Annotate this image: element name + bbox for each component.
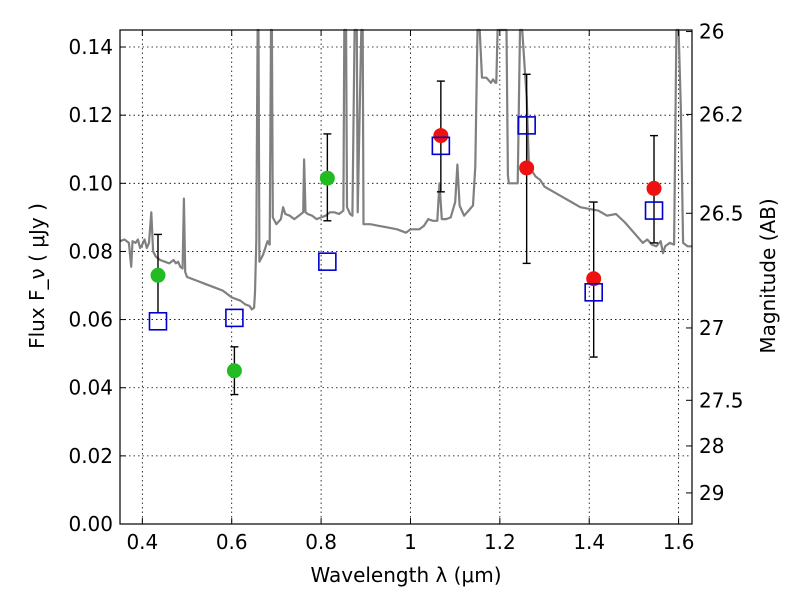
y-tick-label-6: 0.12 xyxy=(68,103,113,127)
y-tick-label-4: 0.08 xyxy=(68,239,113,263)
y-tick-label-1: 0.02 xyxy=(68,444,113,468)
point-square-2-1 xyxy=(225,308,244,328)
right-tick-label-5: 28 xyxy=(699,434,724,458)
data-markers xyxy=(148,116,664,379)
x-axis-label: Wavelength λ (μm) xyxy=(310,563,501,587)
x-tick-label-1: 0.6 xyxy=(216,530,248,554)
point-square-2-3 xyxy=(431,136,451,156)
x-tick-label-3: 1 xyxy=(404,530,417,554)
grid xyxy=(120,30,692,524)
point-circle-1-2 xyxy=(586,271,602,287)
x-tick-label-6: 1.6 xyxy=(663,530,695,554)
point-circle-1-0 xyxy=(433,128,449,144)
point-circle-1-1 xyxy=(519,160,535,176)
right-tick-label-0: 26 xyxy=(699,20,724,44)
point-square-2-2 xyxy=(318,252,337,271)
point-circle-0-1 xyxy=(226,363,242,379)
point-square-2-4 xyxy=(517,116,536,135)
y-tick-label-7: 0.14 xyxy=(68,35,113,59)
right-tick-label-6: 29 xyxy=(699,481,724,505)
point-circle-0-0 xyxy=(150,267,166,283)
y-tick-label-0: 0.00 xyxy=(68,512,113,536)
right-axis-label: Magnitude (AB) xyxy=(756,198,780,353)
y-tick-label-2: 0.04 xyxy=(68,376,113,400)
point-square-2-6 xyxy=(644,201,664,220)
x-tick-label-4: 1.2 xyxy=(484,530,516,554)
point-circle-1-3 xyxy=(646,180,662,196)
x-tick-label-5: 1.4 xyxy=(573,530,605,554)
point-square-2-5 xyxy=(584,283,603,302)
axes: 0.4 0.6 0.8 1 1.2 1.4 1.6 0.00 0.02 0.04 0.06 0.08 0… xyxy=(68,20,743,554)
y-tick-label-3: 0.06 xyxy=(68,308,113,332)
y-tick-label-5: 0.10 xyxy=(68,171,113,195)
point-circle-0-2 xyxy=(319,170,335,186)
right-tick-label-2: 26.5 xyxy=(699,201,744,225)
point-square-2-0 xyxy=(148,311,168,331)
right-tick-label-4: 27.5 xyxy=(699,388,744,412)
right-tick-label-1: 26.2 xyxy=(699,102,744,126)
x-tick-label-0: 0.4 xyxy=(126,530,158,554)
plot-frame xyxy=(119,29,693,525)
y-axis-label: Flux F_ν ( μJy ) xyxy=(25,203,49,349)
x-tick-label-2: 0.8 xyxy=(305,530,337,554)
right-tick-label-3: 27 xyxy=(699,316,724,340)
